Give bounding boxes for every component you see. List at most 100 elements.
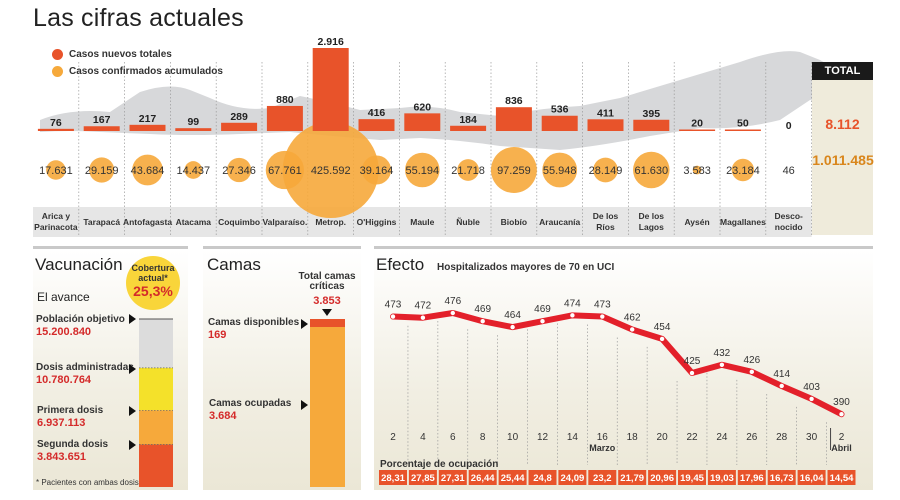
- vacunacion-top-rule: [33, 246, 188, 249]
- occupancy-box-9: [648, 470, 677, 485]
- bubble-9: [457, 159, 479, 181]
- occupancy-box-14: [797, 470, 826, 485]
- camas-ocupadas-value: 3.684: [209, 410, 237, 422]
- uci-value-label-14: 403: [803, 382, 820, 393]
- uci-point-4: [510, 324, 515, 330]
- occupancy-value-5: 24,8: [533, 473, 552, 484]
- x-sublabel-7: Marzo: [589, 443, 616, 453]
- uci-value-label-6: 474: [564, 298, 581, 309]
- occupancy-value-6: 24,09: [561, 473, 585, 484]
- arrow-total-camas-icon: [322, 309, 332, 316]
- bubble-7: [361, 155, 392, 185]
- bubble-3: [184, 161, 203, 179]
- region-label-5: Valparaíso.: [262, 217, 307, 227]
- bubble-6: [282, 122, 379, 218]
- camas-disponibles-label: Camas disponibles: [208, 317, 300, 328]
- page-title: Las cifras actuales: [33, 4, 244, 32]
- bar-5: [266, 105, 303, 131]
- segunda-dosis-value: 3.843.651: [37, 451, 86, 463]
- region-label-15: Magallanes: [720, 217, 766, 227]
- uci-point-14: [809, 396, 814, 402]
- total-camas-label: Total camas críticas: [298, 271, 356, 292]
- occupancy-value-10: 19,45: [680, 473, 704, 484]
- primera-dosis-label: Primera dosis: [37, 405, 104, 416]
- occupancy-value-4: 25,44: [501, 473, 525, 484]
- efecto-top-rule: [374, 246, 873, 249]
- accumulated-labels: 17.631 29.159 43.684 14.437 27.346 67.761 425.…: [39, 165, 795, 177]
- new-cases-bars: [37, 48, 761, 131]
- region-label-7: O'Higgins: [357, 217, 397, 227]
- region-label-band: [33, 207, 812, 237]
- occupancy-value-0: 28,31: [381, 473, 405, 484]
- bar-9: [450, 125, 487, 131]
- bubble-8: [405, 152, 440, 188]
- legend-dot-accumulated: [52, 66, 63, 77]
- new-cases-label-0: 76: [50, 117, 62, 129]
- new-cases-label-3: 99: [187, 116, 199, 128]
- arrow-administradas-icon: [129, 364, 136, 374]
- occupancy-box-6: [558, 470, 587, 485]
- poblacion-objetivo-label: Población objetivo: [36, 314, 125, 325]
- bubble-12: [593, 157, 618, 183]
- occupancy-box-8: [618, 470, 647, 485]
- accumulated-label-1: 29.159: [85, 165, 119, 177]
- arrow-objetivo-icon: [129, 314, 136, 324]
- new-cases-label-11: 536: [551, 104, 569, 116]
- uci-value-label-12: 426: [743, 355, 760, 366]
- accumulated-label-12: 28.149: [589, 165, 623, 177]
- accumulated-label-2: 43.684: [131, 165, 165, 177]
- occupancy-value-12: 17,96: [740, 473, 764, 484]
- x-tick-label-1: 4: [420, 432, 426, 443]
- uci-point-9: [659, 336, 665, 342]
- region-label-1: Tarapacá: [83, 217, 120, 227]
- bubble-2: [132, 154, 163, 186]
- occupancy-value-2: 27,31: [441, 473, 465, 484]
- bubble-0: [46, 160, 66, 180]
- new-cases-label-12: 411: [597, 107, 614, 119]
- uci-point-3: [480, 319, 485, 324]
- occupancy-box-4: [498, 470, 527, 485]
- uci-point-12: [749, 369, 754, 375]
- efecto-title: Efecto: [376, 255, 425, 274]
- bar-6: [312, 48, 349, 131]
- x-tick-label-7: 16: [597, 432, 609, 443]
- region-label-0: Arica y Parinacota: [34, 211, 78, 232]
- bubble-1: [89, 157, 115, 183]
- uci-point-8: [630, 327, 635, 332]
- vac-segment-primera: [139, 410, 173, 445]
- vac-segment-segunda: [139, 444, 173, 487]
- new-cases-label-6: 2.916: [318, 36, 344, 48]
- uci-line: [390, 310, 845, 418]
- occupancy-box-2: [438, 470, 467, 485]
- region-label-9: Ñuble: [456, 217, 480, 227]
- occupancy-value-9: 20,96: [650, 473, 674, 484]
- bar-7: [358, 119, 395, 131]
- total-header: TOTAL: [812, 62, 873, 80]
- camas-title: Camas: [207, 255, 261, 274]
- bar-0: [37, 128, 74, 131]
- efecto-panel: [374, 250, 873, 490]
- uci-value-label-11: 432: [714, 348, 731, 359]
- region-label-4: Coquimbo: [218, 217, 260, 227]
- occupancy-box-7: [588, 470, 617, 485]
- accumulated-label-7: 39.164: [360, 165, 394, 177]
- occupancy-box-10: [678, 470, 706, 485]
- bubble-14: [692, 165, 702, 175]
- x-tick-label-4: 10: [507, 432, 519, 443]
- region-label-2: Antofagasta: [123, 217, 172, 227]
- legend: Casos nuevos totales Casos confirmados a…: [52, 46, 223, 80]
- legend-dot-new: [52, 49, 63, 60]
- region-label-11: Araucanía: [539, 217, 580, 227]
- vacunacion-subtitle: El avance: [37, 290, 90, 304]
- x-tick-label-0: 2: [390, 432, 396, 443]
- occupancy-value-1: 27,85: [411, 473, 435, 484]
- x-tick-label-3: 8: [480, 432, 486, 443]
- accumulated-label-8: 55.194: [405, 165, 439, 177]
- bar-14: [679, 129, 716, 131]
- region-label-13: De los Lagos: [639, 211, 665, 232]
- new-cases-label-1: 167: [93, 114, 111, 126]
- x-tick-label-10: 22: [686, 432, 698, 443]
- x-tick-label-12: 26: [746, 432, 758, 443]
